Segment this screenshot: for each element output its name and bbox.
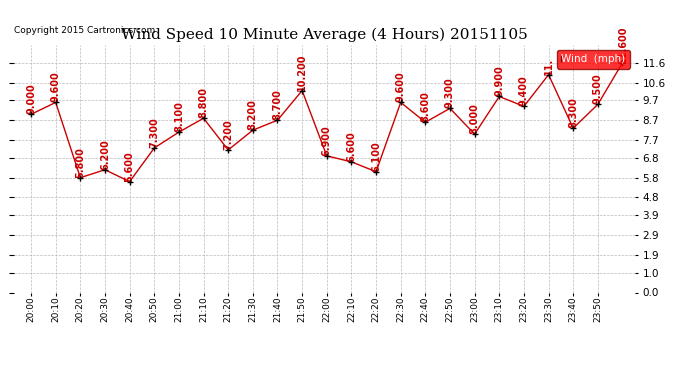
Text: 11.600: 11.600 [618,26,627,63]
Text: 8.800: 8.800 [199,87,208,118]
Text: 9.900: 9.900 [494,66,504,96]
Text: 9.600: 9.600 [395,72,406,102]
Text: 9.300: 9.300 [445,78,455,108]
Text: 8.700: 8.700 [273,89,282,120]
Text: 11.: 11. [544,57,553,75]
Text: 8.600: 8.600 [420,92,431,122]
Text: 8.000: 8.000 [470,103,480,134]
Text: 9.500: 9.500 [593,74,603,104]
Text: 9.600: 9.600 [50,72,61,102]
Text: Copyright 2015 Cartronics.com: Copyright 2015 Cartronics.com [14,26,155,35]
Text: 8.200: 8.200 [248,99,258,130]
Text: 5.800: 5.800 [75,147,86,178]
Legend: Wind  (mph): Wind (mph) [557,50,629,69]
Title: Wind Speed 10 Minute Average (4 Hours) 20151105: Wind Speed 10 Minute Average (4 Hours) 2… [121,28,528,42]
Text: 6.200: 6.200 [100,139,110,170]
Text: 6.100: 6.100 [371,141,381,172]
Text: 9.400: 9.400 [519,76,529,106]
Text: 9.000: 9.000 [26,84,36,114]
Text: 7.300: 7.300 [149,117,159,148]
Text: 10.200: 10.200 [297,53,307,90]
Text: 6.600: 6.600 [346,131,357,162]
Text: 6.900: 6.900 [322,125,332,156]
Text: 8.300: 8.300 [568,97,578,128]
Text: 5.600: 5.600 [125,151,135,182]
Text: 7.200: 7.200 [223,119,233,150]
Text: 8.100: 8.100 [174,101,184,132]
